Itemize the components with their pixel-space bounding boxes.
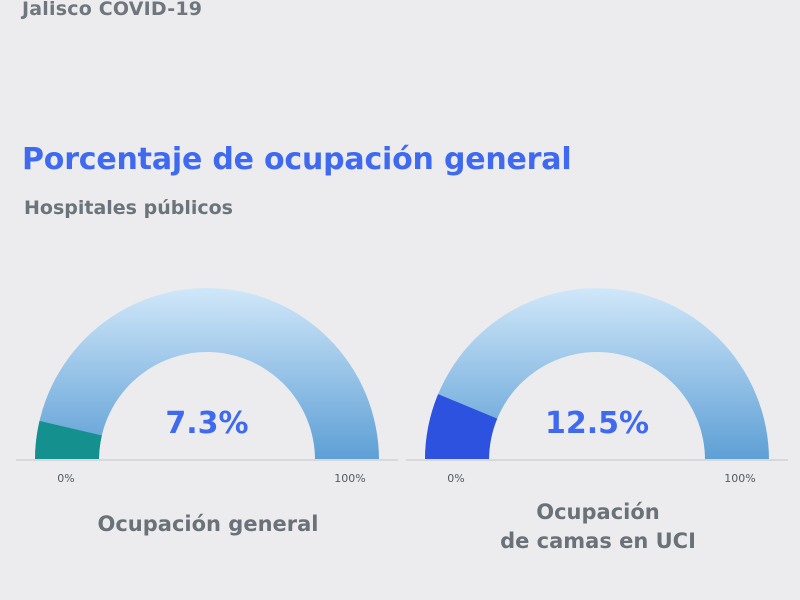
- gauge-label-ocupacion-uci: Ocupación de camas en UCI: [408, 498, 788, 556]
- gauge-label-line: Ocupación general: [97, 512, 319, 536]
- gauge-max-label: 100%: [724, 472, 755, 485]
- gauge-label-ocupacion-general: Ocupación general: [18, 510, 398, 539]
- gauge-label-line: de camas en UCI: [500, 529, 696, 553]
- gauge-max-label: 100%: [334, 472, 365, 485]
- chart-subtitle: Hospitales públicos: [24, 197, 233, 219]
- header-title: Jalisco COVID-19: [22, 0, 203, 20]
- gauge-track: [35, 288, 379, 460]
- gauge-value-fill: [425, 394, 498, 460]
- gauge-track: [425, 288, 769, 460]
- chart-title: Porcentaje de ocupación general: [22, 142, 572, 177]
- gauge-label-line: Ocupación: [536, 500, 660, 524]
- gauge-min-label: 0%: [57, 472, 74, 485]
- gauge-value-fill: [35, 420, 102, 460]
- gauge-value-label: 12.5%: [545, 406, 649, 441]
- gauge-min-label: 0%: [447, 472, 464, 485]
- gauge-ocupacion-general: 7.3% 0% 100%: [35, 288, 379, 485]
- gauge-ocupacion-uci: 12.5% 0% 100%: [425, 288, 769, 485]
- gauge-value-label: 7.3%: [165, 406, 248, 441]
